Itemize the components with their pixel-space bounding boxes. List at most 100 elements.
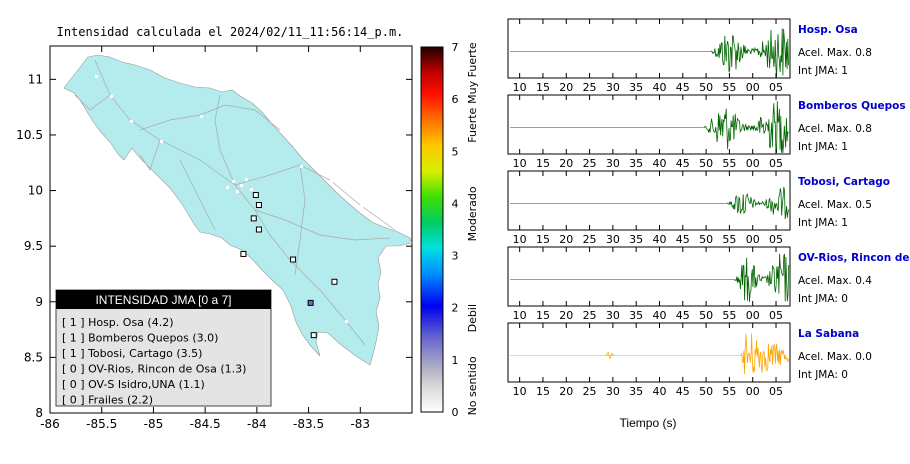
waveform-tick-label: 05 — [769, 233, 783, 246]
station-marker — [307, 299, 314, 306]
colorbar-category-label: Fuerte — [466, 107, 479, 142]
waveform-tick-label: 55 — [722, 385, 736, 398]
x-axis-label: Tiempo (s) — [620, 416, 677, 430]
station-name: OV-Rios, Rincon de Osa — [798, 252, 910, 264]
waveform-tick-label: 20 — [559, 81, 573, 94]
map-panel: Intensidad calculada el 2024/02/11_11:56… — [16, 25, 413, 431]
waveform-trace — [733, 253, 790, 303]
waveform-tick-label: 25 — [583, 233, 597, 246]
waveform-tick-label: 10 — [513, 233, 527, 246]
map-x-tick-label: -84 — [247, 417, 267, 431]
station-accel: Acel. Max. 0.8 — [798, 123, 872, 135]
station-name: La Sabana — [798, 328, 859, 340]
waveform-tick-label: 10 — [513, 385, 527, 398]
waveform-tick-label: 50 — [699, 385, 713, 398]
waveform-tick-label: 25 — [583, 81, 597, 94]
waveform-tick-label: 20 — [559, 385, 573, 398]
waveform-frame — [507, 94, 791, 155]
map-title: Intensidad calculada el 2024/02/11_11:56… — [57, 25, 404, 39]
waveform-tick-label: 05 — [769, 309, 783, 322]
map-y-tick-label: 8.5 — [24, 350, 43, 364]
waveform-tick-label: 15 — [536, 385, 550, 398]
waveform-panel: 10 15 20 25 30 35 40 45 50 55 00 05 Bomberos Quepos A… — [507, 94, 906, 170]
colorbar-tick-label: 6 — [452, 93, 459, 106]
waveform-panels: 10 15 20 25 30 35 40 45 50 55 00 05 Hosp. Osa Acel. M… — [507, 18, 910, 398]
waveform-tick-label: 30 — [606, 81, 620, 94]
waveform-tick-label: 05 — [769, 157, 783, 170]
legend-item: [ 0 ] OV-S Isidro,UNA (1.1) — [62, 378, 205, 391]
waveform-frame — [507, 322, 791, 383]
waveform-tick-label: 30 — [606, 385, 620, 398]
waveform-tick-label: 05 — [769, 81, 783, 94]
waveform-panel: 10 15 20 25 30 35 40 45 50 55 00 05 Hosp. Osa Acel. M… — [507, 18, 872, 94]
colorbar-tick-label: 5 — [452, 145, 459, 158]
station-accel: Acel. Max. 0.8 — [798, 47, 872, 59]
map-x-tick-label: -85.5 — [86, 417, 117, 431]
station-jma: Int JMA: 1 — [798, 217, 848, 229]
waveform-tick-label: 35 — [629, 157, 643, 170]
station-marker — [255, 226, 262, 233]
station-jma: Int JMA: 0 — [798, 293, 848, 305]
station-jma: Int JMA: 0 — [798, 369, 848, 381]
waveform-trace — [710, 28, 789, 78]
waveform-tick-label: 15 — [536, 233, 550, 246]
waveform-tick-label: 00 — [746, 309, 760, 322]
waveform-tick-label: 30 — [606, 309, 620, 322]
station-markers — [240, 192, 338, 339]
map-y-tick-label: 10.5 — [16, 128, 43, 142]
station-name: Tobosi, Cartago — [798, 176, 890, 188]
station-name: Hosp. Osa — [798, 24, 858, 36]
colorbar-category-label: No sentido — [466, 356, 479, 415]
waveform-tick-label: 45 — [676, 81, 690, 94]
legend-item: [ 1 ] Bomberos Quepos (3.0) — [62, 332, 218, 345]
waveform-tick-label: 40 — [652, 157, 666, 170]
legend-item: [ 1 ] Hosp. Osa (4.2) — [62, 316, 173, 329]
waveform-tick-label: 25 — [583, 309, 597, 322]
legend-item: [ 0 ] Frailes (2.2) — [62, 394, 153, 407]
waveform-tick-label: 10 — [513, 309, 527, 322]
waveform-tick-label: 05 — [769, 385, 783, 398]
waveform-tick-label: 00 — [746, 233, 760, 246]
waveform-frame — [507, 170, 791, 231]
waveform-tick-label: 35 — [629, 81, 643, 94]
colorbar-tick-label: 4 — [452, 197, 459, 210]
station-marker — [252, 192, 259, 199]
waveform-tick-label: 55 — [722, 309, 736, 322]
station-name: Bomberos Quepos — [798, 100, 906, 112]
station-marker — [240, 250, 247, 257]
waveform-tick-label: 35 — [629, 385, 643, 398]
waveform-tick-label: 20 — [559, 157, 573, 170]
waveform-tick-label: 40 — [652, 233, 666, 246]
station-accel: Acel. Max. 0.4 — [798, 275, 872, 287]
waveform-tick-label: 50 — [699, 233, 713, 246]
map-x-tick-label: -85 — [144, 417, 164, 431]
waveform-tick-label: 20 — [559, 233, 573, 246]
map-x-tick-label: -84.5 — [190, 417, 221, 431]
waveform-tick-label: 00 — [746, 81, 760, 94]
colorbar-tick-label: 2 — [452, 302, 459, 315]
waveform-tick-label: 50 — [699, 157, 713, 170]
station-accel: Acel. Max. 0.0 — [798, 351, 872, 363]
map-x-tick-label: -83.5 — [293, 417, 324, 431]
station-accel: Acel. Max. 0.5 — [798, 199, 872, 211]
map-y-tick-label: 11 — [28, 72, 43, 86]
colorbar-category-label: Muy Fuerte — [466, 42, 479, 104]
colorbar: 0 1 2 3 4 5 6 7 No sentido Debil Moderado Fuerte Muy… — [420, 41, 479, 419]
waveform-trace — [740, 333, 790, 375]
colorbar-tick-label: 3 — [452, 250, 459, 263]
waveform-panel: 10 15 20 25 30 35 40 45 50 55 00 05 La Sabana Acel. M… — [507, 322, 872, 398]
colorbar-tick-label: 7 — [452, 41, 459, 54]
waveform-tick-label: 50 — [699, 81, 713, 94]
waveform-tick-label: 55 — [722, 233, 736, 246]
waveform-tick-label: 10 — [513, 157, 527, 170]
waveform-tick-label: 00 — [746, 385, 760, 398]
waveform-tick-label: 45 — [676, 157, 690, 170]
waveform-tick-label: 45 — [676, 385, 690, 398]
station-marker — [310, 332, 317, 339]
station-marker — [290, 256, 297, 263]
station-marker — [250, 215, 257, 222]
waveform-tick-label: 45 — [676, 233, 690, 246]
waveform-tick-label: 55 — [722, 157, 736, 170]
station-marker — [331, 278, 338, 285]
